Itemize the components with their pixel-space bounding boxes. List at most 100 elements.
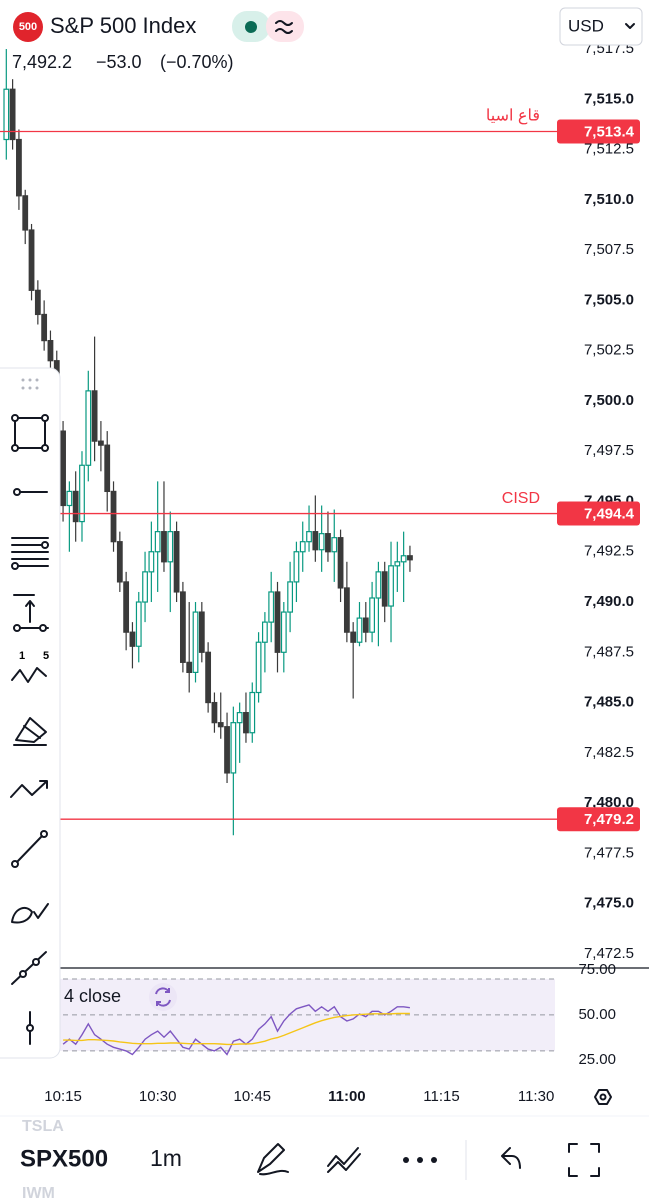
y-tick-label: 7,515.0: [584, 90, 634, 107]
y-tick-label: 7,490.0: [584, 593, 634, 610]
candle-body: [243, 712, 249, 734]
candle-body: [293, 551, 300, 583]
currency: USD: [568, 16, 604, 35]
candle-body: [280, 611, 287, 653]
candle-body: [192, 611, 199, 673]
delay-badge[interactable]: [266, 11, 304, 42]
candle-body: [337, 537, 344, 589]
refresh-icon: [155, 987, 171, 1007]
change-pct: (−0.70%): [160, 52, 234, 72]
candle-body: [331, 537, 338, 553]
candle-body: [41, 313, 48, 342]
shape-tool[interactable]: [11, 903, 49, 924]
candle-body: [249, 691, 256, 734]
candle-body: [318, 533, 325, 551]
path-tool[interactable]: [11, 951, 47, 985]
symbol-badge: [13, 12, 43, 42]
y-tick-label: 7,502.5: [584, 342, 634, 359]
y-tick-label: 7,492.5: [584, 543, 634, 560]
rsi-line: [62, 1004, 410, 1056]
rsi-tick-label: 25.00: [578, 1051, 616, 1068]
refresh-button[interactable]: [149, 983, 177, 1011]
candle-body: [179, 591, 186, 663]
y-tick-label: 7,472.5: [584, 945, 634, 962]
fib-tool[interactable]: [11, 537, 49, 570]
candle-body: [79, 464, 85, 523]
settings-button[interactable]: [594, 1089, 612, 1105]
candle-body: [129, 631, 136, 647]
status-dot: [245, 21, 257, 33]
candle-body: [22, 195, 29, 231]
draw-button[interactable]: [257, 1143, 289, 1176]
candle-body: [211, 701, 218, 724]
price-label-box: [557, 807, 640, 832]
y-tick-label: 7,487.5: [584, 643, 634, 660]
brush-tool[interactable]: [13, 717, 47, 746]
candle-body: [230, 722, 237, 774]
fullscreen-button[interactable]: [568, 1143, 600, 1177]
candle-body: [91, 390, 98, 442]
price-label: 7,494.4: [584, 506, 635, 523]
more-button[interactable]: [403, 1157, 437, 1163]
y-tick-label: 7,505.0: [584, 291, 634, 308]
candle-body: [3, 88, 10, 141]
y-tick-label: 7,477.5: [584, 844, 634, 861]
vline-tool[interactable]: [26, 1011, 34, 1045]
candle-body: [148, 551, 155, 573]
candle-body: [362, 617, 369, 633]
candle-body: [47, 340, 54, 362]
line-tool[interactable]: [11, 830, 48, 868]
price-label: 7,479.2: [584, 811, 634, 828]
pattern-tool[interactable]: [11, 667, 47, 683]
change: −53.0: [96, 52, 142, 72]
candle-body: [16, 138, 22, 197]
candle-body: [268, 591, 275, 623]
candle-body: [394, 561, 401, 567]
candle-body: [350, 631, 357, 643]
candle-body: [28, 229, 35, 291]
candle-body: [161, 531, 167, 563]
candle-body: [9, 88, 16, 141]
indicators-button[interactable]: [327, 1147, 361, 1173]
candle-body: [274, 591, 281, 653]
candle-body: [369, 597, 376, 633]
watch-next[interactable]: IWM: [22, 1185, 55, 1200]
candle-body: [261, 621, 268, 643]
x-tick-label: 10:15: [44, 1088, 82, 1105]
x-tick-label: 10:30: [139, 1088, 177, 1105]
x-tick-label: 11:00: [328, 1088, 366, 1105]
title[interactable]: S&P 500 Index: [50, 13, 196, 38]
ray-tool[interactable]: [13, 488, 48, 496]
y-tick-label: 7,482.5: [584, 744, 634, 761]
wave-label: 5: [43, 650, 49, 662]
candle-body: [343, 587, 350, 633]
last-price: 7,492.2: [12, 52, 72, 72]
rectangle-tool[interactable]: [11, 414, 49, 452]
candle-body: [306, 531, 312, 543]
watch-prev[interactable]: TSLA: [22, 1118, 64, 1135]
undo-button[interactable]: [501, 1147, 521, 1169]
plot: 7,517.57,515.07,512.57,510.07,507.57,505…: [0, 40, 649, 1105]
level-note: قاع اسيا: [486, 108, 540, 125]
candle-body: [198, 611, 205, 653]
trend-tool[interactable]: [10, 780, 48, 798]
toolbar-bg: [0, 367, 61, 1059]
candle-body: [407, 555, 413, 561]
rsi-line: [63, 1012, 410, 1046]
candle-body: [224, 726, 230, 774]
candle-body: [123, 581, 130, 633]
interval[interactable]: 1m: [150, 1145, 182, 1171]
chevron: [625, 23, 635, 29]
range-tool[interactable]: [13, 594, 49, 632]
y-tick-label: 7,507.5: [584, 241, 634, 258]
candle-body: [375, 571, 382, 599]
candle-body: [381, 571, 388, 607]
currency-select[interactable]: [559, 7, 643, 46]
y-tick-label: 7,500.0: [584, 392, 634, 409]
x-tick-label: 10:45: [233, 1088, 271, 1105]
candle-body: [135, 601, 142, 647]
drawing-toolbar: 1 5: [0, 367, 61, 1059]
symbol[interactable]: SPX500: [20, 1145, 108, 1172]
